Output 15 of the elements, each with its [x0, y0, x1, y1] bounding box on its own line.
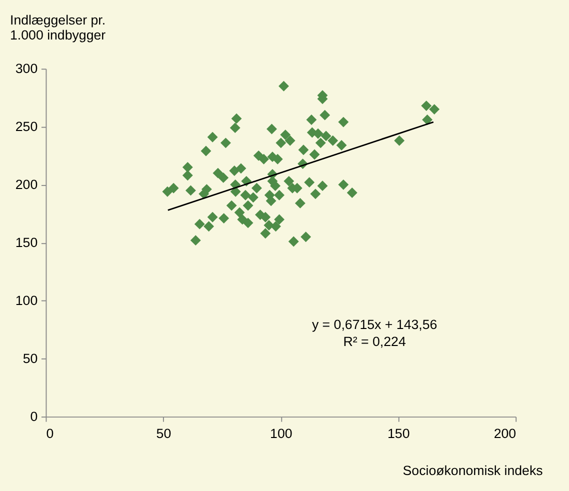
y-tick-label: 250 — [15, 118, 38, 134]
x-tick-label: 150 — [388, 426, 410, 442]
y-axis-title: Indlæggelser pr. 1.000 indbygger — [10, 12, 106, 43]
x-tick-label: 100 — [270, 426, 292, 442]
y-tick-label: 0 — [30, 408, 38, 424]
y-tick-label: 300 — [15, 60, 38, 76]
y-tick-label: 200 — [15, 176, 38, 192]
y-tick-label: 150 — [15, 234, 38, 250]
x-tick-label: 0 — [46, 426, 54, 442]
x-tick-label: 50 — [156, 426, 172, 442]
x-tick-label: 200 — [494, 426, 516, 442]
y-tick-label: 50 — [22, 350, 38, 366]
annotation: y = 0,6715x + 143,56 R² = 0,224 — [312, 316, 438, 350]
x-axis-title: Socioøkonomisk indeks — [402, 463, 544, 478]
y-tick-label: 100 — [15, 292, 38, 308]
